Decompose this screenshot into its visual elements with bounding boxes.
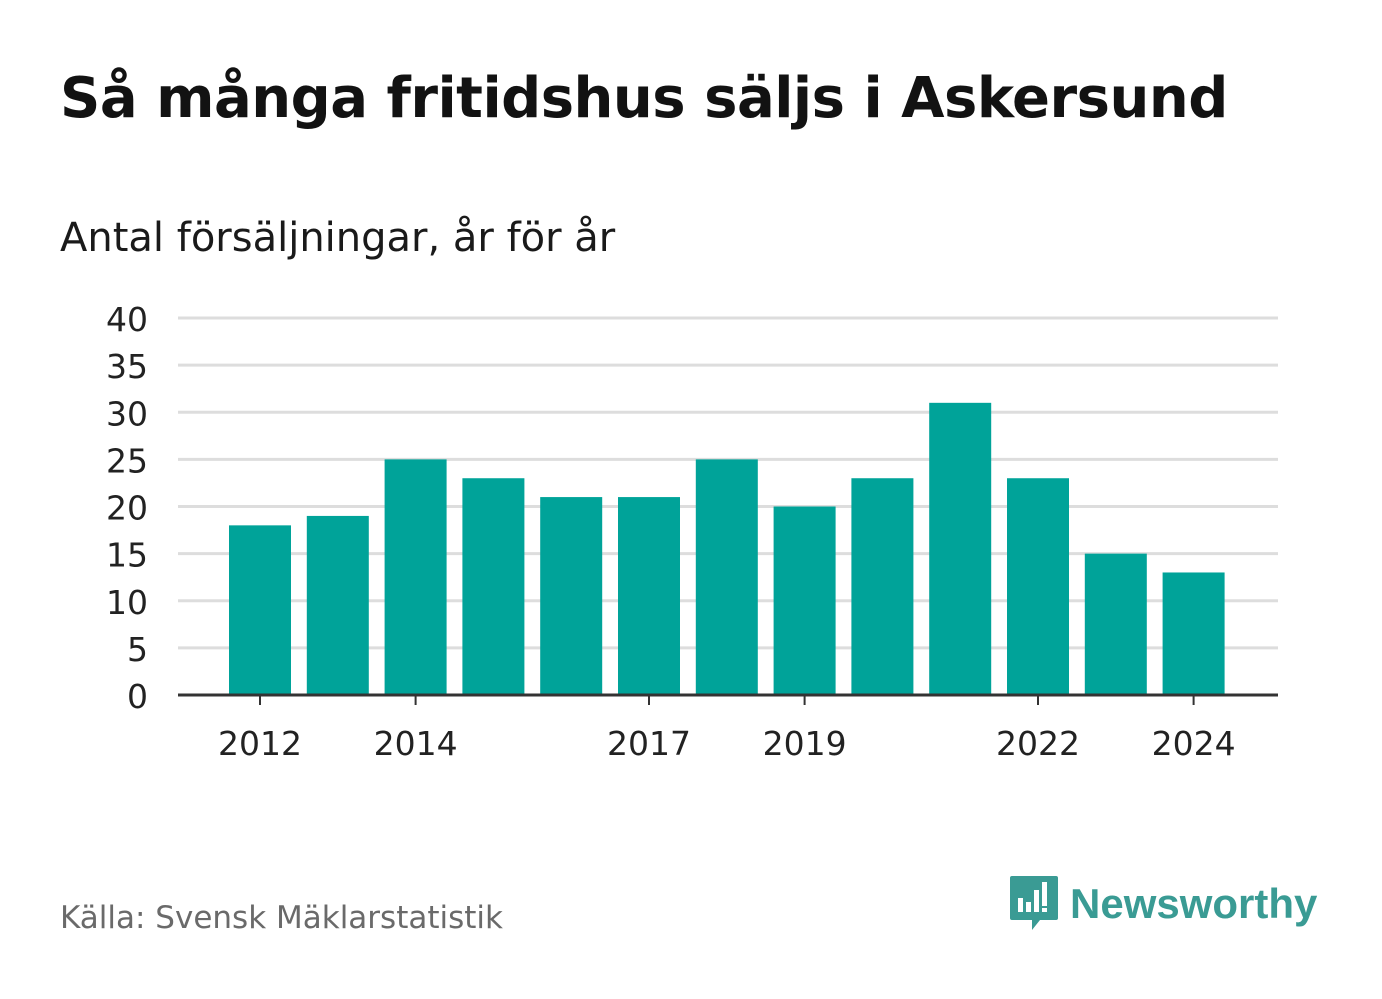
x-tick-label: 2017 xyxy=(607,724,691,763)
bar-2023 xyxy=(1084,553,1147,695)
bar-2012 xyxy=(229,525,291,695)
bar-2024 xyxy=(1162,572,1225,695)
y-tick-label: 5 xyxy=(127,630,148,669)
bar-2020 xyxy=(851,478,914,695)
bar-2015 xyxy=(462,478,525,695)
y-tick-label: 30 xyxy=(106,394,148,433)
y-tick-label: 40 xyxy=(106,300,148,339)
bar-2017 xyxy=(618,497,680,695)
bar-2013 xyxy=(306,515,369,695)
bar-2022 xyxy=(1007,478,1069,695)
y-tick-label: 15 xyxy=(106,536,148,575)
y-tick-label: 0 xyxy=(127,677,148,716)
chart-title: Så många fritidshus säljs i Askersund xyxy=(60,66,1228,131)
x-tick-label: 2019 xyxy=(763,724,847,763)
y-tick-label: 20 xyxy=(106,489,148,528)
bar-2014 xyxy=(384,459,447,695)
bar-2021 xyxy=(929,402,992,695)
bar-2019 xyxy=(773,506,836,695)
y-tick-label: 35 xyxy=(106,347,148,386)
y-tick-label: 10 xyxy=(106,583,148,622)
x-tick-label: 2012 xyxy=(218,724,302,763)
brand-name: Newsworthy xyxy=(1070,880,1318,927)
newsworthy-logo: Newsworthy xyxy=(1008,874,1317,934)
y-tick-label: 25 xyxy=(106,441,148,480)
x-tick-label: 2024 xyxy=(1152,724,1236,763)
bar-2018 xyxy=(695,459,758,695)
newsworthy-logo-icon xyxy=(1010,876,1058,930)
x-tick-label: 2014 xyxy=(374,724,458,763)
bar-2016 xyxy=(540,497,603,695)
chart-subtitle: Antal försäljningar, år för år xyxy=(60,215,616,261)
source-note: Källa: Svensk Mäklarstatistik xyxy=(60,900,503,936)
x-tick-label: 2022 xyxy=(996,724,1080,763)
